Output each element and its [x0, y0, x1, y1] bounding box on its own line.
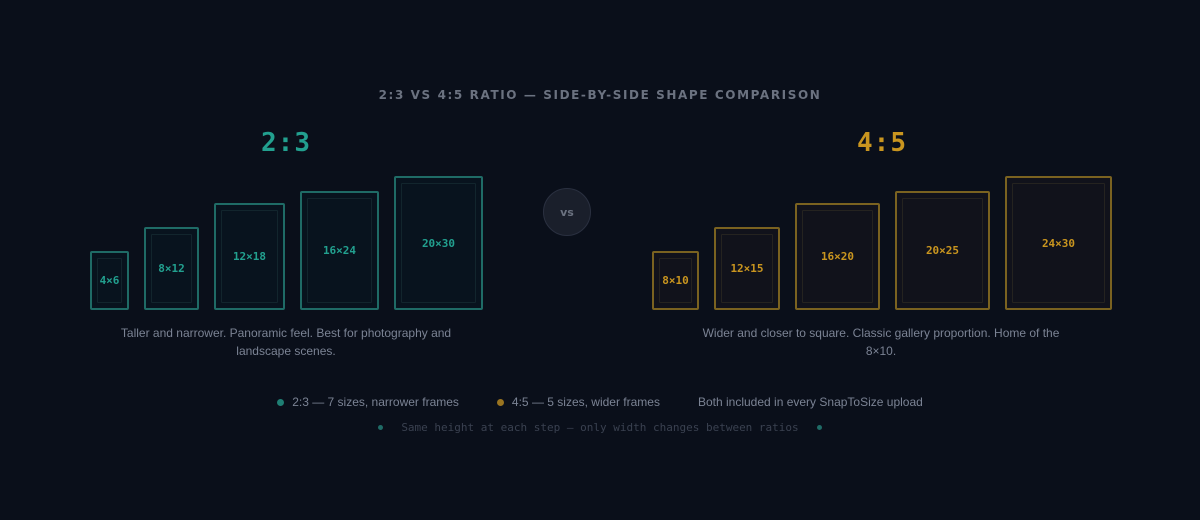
frame-2-3: 4×6 — [90, 251, 129, 310]
ratio-heading-4-5: 4:5 — [857, 128, 907, 158]
frame-2-3: 20×30 — [394, 176, 483, 310]
teal-dot-icon — [277, 398, 285, 406]
vs-badge: vs — [543, 188, 591, 236]
legend-label: Both included in every SnapToSize upload — [697, 395, 923, 409]
frame-label: 24×30 — [1041, 236, 1076, 250]
legend-label: 2:3 — 7 sizes, narrower frames — [292, 395, 459, 409]
frame-label: 8×12 — [158, 262, 185, 275]
frame-label: 4×6 — [99, 274, 120, 287]
legend: 2:3 — 7 sizes, narrower frames 4:5 — 5 s… — [0, 395, 1200, 409]
frame-4-5: 16×20 — [795, 203, 880, 310]
frame-label: 16×24 — [322, 244, 357, 257]
dot-icon — [816, 425, 822, 430]
dot-icon — [378, 425, 384, 430]
legend-item-both: Both included in every SnapToSize upload — [698, 395, 923, 409]
footnote-text: Same height at each step — only width ch… — [401, 421, 799, 434]
frame-label: 16×20 — [820, 250, 855, 263]
frame-2-3: 16×24 — [300, 191, 379, 310]
frame-4-5: 20×25 — [895, 191, 990, 310]
legend-label: 4:5 — 5 sizes, wider frames — [511, 395, 660, 409]
frame-label: 8×10 — [662, 274, 689, 287]
frame-label: 20×30 — [421, 236, 456, 250]
frame-label: 12×18 — [232, 250, 267, 263]
footnote: Same height at each step — only width ch… — [0, 421, 1200, 434]
gold-dot-icon — [496, 398, 504, 406]
legend-item-2-3: 2:3 — 7 sizes, narrower frames — [277, 395, 459, 409]
frame-2-3: 8×12 — [144, 227, 199, 310]
frame-4-5: 8×10 — [652, 251, 699, 310]
description-2-3: Taller and narrower. Panoramic feel. Bes… — [120, 326, 452, 358]
legend-item-4-5: 4:5 — 5 sizes, wider frames — [496, 395, 660, 409]
frame-2-3: 12×18 — [214, 203, 285, 310]
frame-label: 20×25 — [925, 244, 960, 257]
frame-4-5: 24×30 — [1005, 176, 1112, 310]
frame-4-5: 12×15 — [714, 227, 780, 310]
ratio-heading-2-3: 2:3 — [261, 128, 311, 158]
description-4-5: Wider and closer to square. Classic gall… — [702, 326, 1060, 358]
page-title: 2:3 VS 4:5 RATIO — SIDE-BY-SIDE SHAPE CO… — [378, 88, 822, 102]
frame-label: 12×15 — [730, 262, 764, 275]
